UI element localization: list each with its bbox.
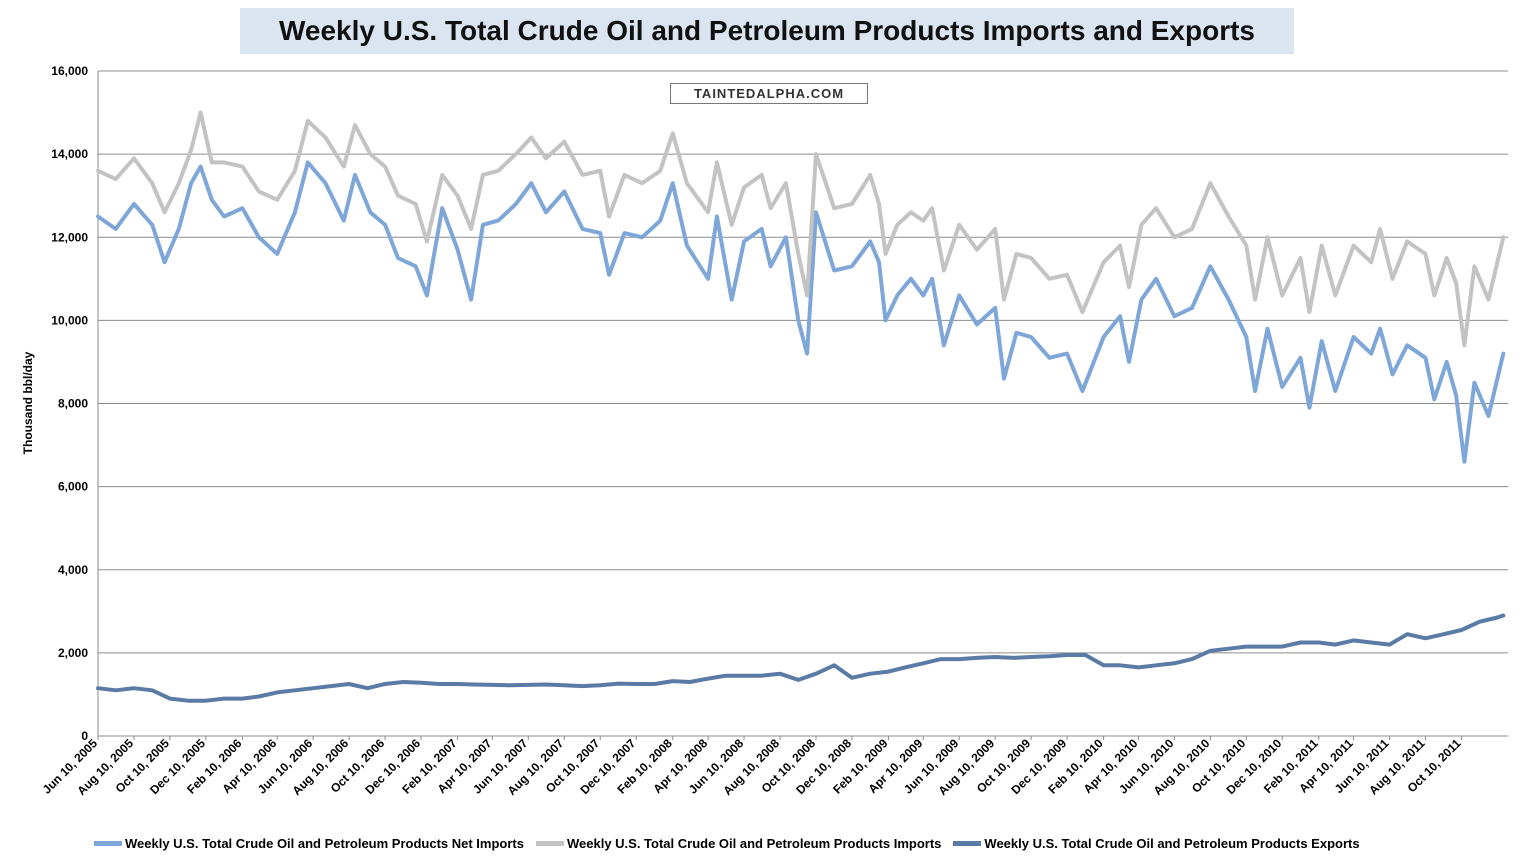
legend-item: Weekly U.S. Total Crude Oil and Petroleu… bbox=[94, 836, 524, 851]
legend-item: Weekly U.S. Total Crude Oil and Petroleu… bbox=[953, 835, 1360, 851]
legend-label: Weekly U.S. Total Crude Oil and Petroleu… bbox=[566, 835, 942, 851]
series-line-2 bbox=[96, 110, 1506, 348]
series-line-1 bbox=[96, 160, 1506, 464]
series-line-3 bbox=[96, 613, 1506, 703]
chart-title: Weekly U.S. Total Crude Oil and Petroleu… bbox=[278, 15, 1256, 46]
y-tick-label: 14,000 bbox=[51, 147, 88, 161]
y-tick-label: 2,000 bbox=[58, 646, 88, 660]
legend-label: Weekly U.S. Total Crude Oil and Petroleu… bbox=[984, 835, 1360, 851]
watermark-logo: TAINTEDALPHA.COM bbox=[670, 83, 868, 104]
legend-swatch bbox=[535, 840, 564, 846]
watermark-text: TAINTEDALPHA.COM bbox=[693, 86, 845, 101]
legend: Weekly U.S. Total Crude Oil and Petroleu… bbox=[94, 833, 1494, 853]
y-tick-label: 10,000 bbox=[51, 313, 88, 327]
y-tick-label: 0 bbox=[81, 729, 88, 743]
legend-swatch bbox=[94, 840, 122, 846]
y-tick-label: 16,000 bbox=[51, 64, 88, 78]
y-tick-label: 6,000 bbox=[58, 480, 88, 494]
legend-item: Weekly U.S. Total Crude Oil and Petroleu… bbox=[535, 835, 942, 851]
y-tick-label: 4,000 bbox=[58, 563, 88, 577]
y-tick-label: 8,000 bbox=[58, 397, 88, 411]
legend-swatch bbox=[953, 840, 982, 846]
chart-title-box: Weekly U.S. Total Crude Oil and Petroleu… bbox=[240, 8, 1294, 54]
y-tick-label: 12,000 bbox=[51, 230, 88, 244]
legend-label: Weekly U.S. Total Crude Oil and Petroleu… bbox=[125, 835, 524, 851]
